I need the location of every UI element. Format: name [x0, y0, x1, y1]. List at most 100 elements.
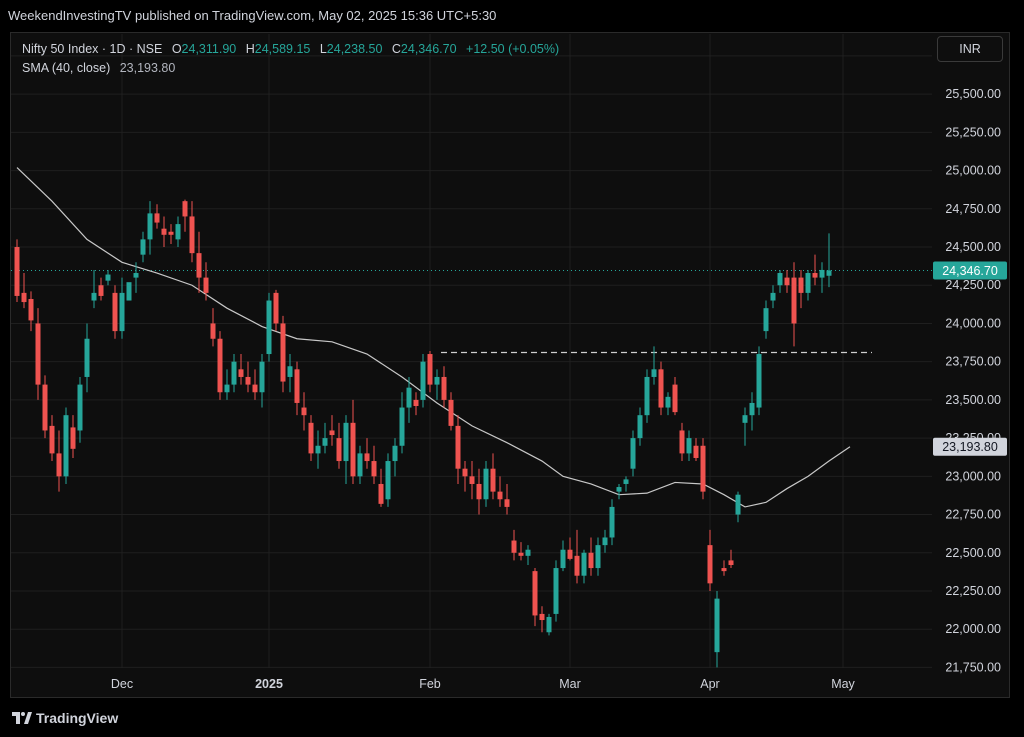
price-tick-label: 22,000.00 — [945, 622, 1001, 636]
candle — [329, 415, 335, 446]
candle-body — [77, 384, 83, 431]
time-tick-label: May — [831, 677, 855, 691]
candle-body — [616, 487, 622, 492]
candle-body — [266, 300, 272, 355]
candle — [217, 331, 223, 400]
candle-body — [770, 292, 776, 301]
price-tick-label: 25,000.00 — [945, 164, 1001, 178]
price-tick-label: 25,250.00 — [945, 125, 1001, 139]
candle — [189, 201, 195, 263]
candle — [315, 430, 321, 469]
candle — [210, 308, 216, 347]
candle — [84, 323, 90, 393]
candle — [378, 468, 384, 507]
candle — [826, 233, 832, 288]
candle — [756, 346, 762, 416]
candle-body — [721, 568, 727, 572]
tradingview-icon — [12, 712, 32, 724]
low-label: L — [319, 42, 327, 56]
sma-label: SMA (40, close) — [22, 61, 111, 75]
candle — [98, 277, 104, 301]
candle — [245, 361, 251, 393]
tradingview-brand: TradingView — [36, 710, 119, 726]
currency-button[interactable]: INR — [937, 36, 1003, 62]
candle-body — [168, 231, 174, 235]
candle — [637, 407, 643, 446]
candle — [350, 399, 356, 484]
time-tick-label: 2025 — [255, 677, 283, 691]
candle — [679, 422, 685, 462]
candle-body — [714, 598, 720, 653]
candle-body — [140, 239, 146, 255]
candle-body — [35, 323, 41, 385]
candle — [497, 476, 503, 507]
candle — [630, 430, 636, 477]
candle — [735, 491, 741, 523]
candle-body — [532, 571, 538, 616]
sma-value: 23,193.80 — [119, 61, 176, 75]
candle-body — [14, 247, 20, 296]
candle-body — [245, 376, 251, 385]
close-label: C — [391, 42, 401, 56]
candle-body — [798, 277, 804, 293]
chart-grid — [11, 34, 932, 668]
candle — [574, 529, 580, 584]
candle — [665, 392, 671, 416]
candle-body — [175, 224, 181, 240]
candle-body — [665, 396, 671, 408]
candle — [427, 350, 433, 393]
candle-body — [637, 415, 643, 439]
price-tick-label: 24,750.00 — [945, 202, 1001, 216]
candle — [567, 537, 573, 561]
candle — [469, 461, 475, 500]
price-tick-label: 23,750.00 — [945, 355, 1001, 369]
candle-body — [672, 384, 678, 413]
candle — [602, 529, 608, 553]
candle-body — [322, 438, 328, 446]
candle — [707, 529, 713, 591]
close-value: 24,346.70 — [400, 42, 457, 56]
candle — [539, 606, 545, 633]
candle — [119, 277, 125, 339]
candle — [343, 415, 349, 484]
candle-body — [756, 354, 762, 408]
price-tick-label: 22,500.00 — [945, 546, 1001, 560]
candle-body — [805, 273, 811, 293]
candle-body — [98, 285, 104, 296]
candle-body — [287, 366, 293, 377]
candle-body — [294, 369, 300, 403]
price-tick-label: 21,750.00 — [945, 660, 1001, 674]
candle — [294, 361, 300, 416]
candle — [14, 239, 20, 303]
candle-body — [462, 468, 468, 477]
candle-body — [224, 384, 230, 393]
candle — [357, 445, 363, 484]
candle-body — [119, 292, 125, 332]
low-value: 24,238.50 — [326, 42, 383, 56]
instrument-name: Nifty 50 Index · 1D · NSE — [22, 42, 163, 56]
candle-body — [28, 299, 34, 321]
candle — [28, 291, 34, 332]
candle — [105, 269, 111, 286]
price-tick-label: 24,250.00 — [945, 278, 1001, 292]
candle — [238, 354, 244, 385]
candle-body — [133, 273, 139, 278]
price-tick-label: 22,250.00 — [945, 584, 1001, 598]
candle-body — [406, 387, 412, 408]
candle-body — [763, 308, 769, 332]
candle — [196, 231, 202, 293]
candle-body — [742, 415, 748, 423]
candle — [462, 461, 468, 492]
candle-body — [42, 384, 48, 431]
candle-body — [623, 479, 629, 484]
candle-body — [63, 415, 69, 477]
candle — [21, 273, 27, 309]
candle-body — [196, 253, 202, 278]
candle-body — [595, 545, 601, 569]
candle-body — [203, 277, 209, 293]
price-tick-label: 22,750.00 — [945, 508, 1001, 522]
candle — [770, 285, 776, 309]
candle-body — [812, 273, 818, 278]
candle-body — [154, 213, 160, 223]
